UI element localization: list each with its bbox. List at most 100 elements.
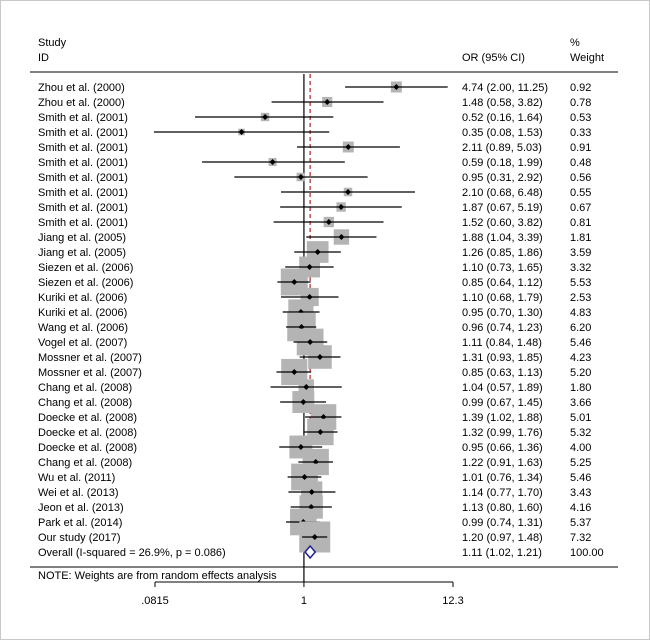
x-tick-label: .0815 xyxy=(141,595,169,607)
study-label: Siezen et al. (2006) xyxy=(38,262,133,274)
study-weight: 5.20 xyxy=(570,367,591,379)
point-estimate xyxy=(297,174,304,180)
study-weight: 5.37 xyxy=(570,517,591,529)
point-estimate xyxy=(308,504,315,510)
study-label: Zhou et al. (2000) xyxy=(38,97,125,109)
study-label: Chang et al. (2008) xyxy=(38,457,132,469)
study-label: Doecke et al. (2008) xyxy=(38,427,137,439)
study-label: Chang et al. (2008) xyxy=(38,382,132,394)
study-label: Mossner et al. (2007) xyxy=(38,352,142,364)
point-estimate xyxy=(238,129,245,135)
study-weight: 2.53 xyxy=(570,292,591,304)
point-estimate xyxy=(344,189,351,195)
study-ci: 1.39 (1.02, 1.88) xyxy=(462,412,543,424)
study-label: Smith et al. (2001) xyxy=(38,142,128,154)
study-ci: 1.87 (0.67, 5.19) xyxy=(462,202,543,214)
study-ci: 2.10 (0.68, 6.48) xyxy=(462,187,543,199)
study-ci: 0.95 (0.70, 1.30) xyxy=(462,307,543,319)
study-label: Smith et al. (2001) xyxy=(38,202,128,214)
study-weight: 4.23 xyxy=(570,352,591,364)
study-ci: 0.52 (0.16, 1.64) xyxy=(462,112,543,124)
study-ci: 4.74 (2.00, 11.25) xyxy=(462,82,548,94)
study-weight: 3.32 xyxy=(570,262,591,274)
study-label: Kuriki et al. (2006) xyxy=(38,307,127,319)
point-estimate xyxy=(297,444,304,450)
study-weight: 0.78 xyxy=(570,97,591,109)
study-label: Smith et al. (2001) xyxy=(38,112,128,124)
study-ci: 0.85 (0.64, 1.12) xyxy=(462,277,543,289)
x-tick-label: 1 xyxy=(301,595,307,607)
study-ci: 1.26 (0.85, 1.86) xyxy=(462,247,543,259)
point-estimate xyxy=(291,369,298,375)
study-label: Mossner et al. (2007) xyxy=(38,367,142,379)
point-estimate xyxy=(307,339,314,345)
overall-weight: 100.00 xyxy=(570,547,604,559)
study-ci: 1.48 (0.58, 3.82) xyxy=(462,97,543,109)
study-ci: 1.88 (1.04, 3.39) xyxy=(462,232,543,244)
point-estimate xyxy=(345,144,352,150)
overall-diamond xyxy=(304,544,317,560)
study-ci: 1.01 (0.76, 1.34) xyxy=(462,472,543,484)
study-ci: 1.31 (0.93, 1.85) xyxy=(462,352,543,364)
study-label: Doecke et al. (2008) xyxy=(38,442,137,454)
study-ci: 0.35 (0.08, 1.53) xyxy=(462,127,543,139)
study-weight: 3.43 xyxy=(570,487,591,499)
study-weight: 0.67 xyxy=(570,202,591,214)
point-estimate xyxy=(338,204,345,210)
note-text: NOTE: Weights are from random effects an… xyxy=(38,570,277,582)
study-weight: 5.46 xyxy=(570,337,591,349)
study-ci: 1.10 (0.73, 1.65) xyxy=(462,262,543,274)
header-or-ci: OR (95% CI) xyxy=(462,52,525,64)
point-estimate xyxy=(301,474,308,480)
study-weight: 4.00 xyxy=(570,442,591,454)
study-ci: 1.11 (0.84, 1.48) xyxy=(462,337,542,349)
header-weight: Weight xyxy=(570,52,604,64)
point-estimate xyxy=(308,489,315,495)
header-percent: % xyxy=(570,37,580,49)
study-weight: 0.48 xyxy=(570,157,591,169)
study-label: Kuriki et al. (2006) xyxy=(38,292,127,304)
study-label: Park et al. (2014) xyxy=(38,517,122,529)
point-estimate xyxy=(311,534,318,540)
point-estimate xyxy=(306,294,313,300)
point-estimate xyxy=(320,414,327,420)
study-ci: 0.59 (0.18, 1.99) xyxy=(462,157,543,169)
point-estimate xyxy=(291,279,298,285)
study-weight: 1.81 xyxy=(570,232,591,244)
point-estimate xyxy=(269,159,276,165)
study-label: Smith et al. (2001) xyxy=(38,157,128,169)
study-label: Jiang et al. (2005) xyxy=(38,247,126,259)
point-estimate xyxy=(262,114,269,120)
study-ci: 0.95 (0.66, 1.36) xyxy=(462,442,543,454)
point-estimate xyxy=(298,324,305,330)
header-study: Study xyxy=(38,37,67,49)
study-weight: 5.46 xyxy=(570,472,591,484)
point-estimate xyxy=(393,84,400,90)
study-weight: 4.83 xyxy=(570,307,591,319)
point-estimate xyxy=(306,264,313,270)
study-label: Smith et al. (2001) xyxy=(38,217,128,229)
point-estimate xyxy=(316,354,323,360)
x-tick-label: 12.3 xyxy=(442,595,463,607)
study-ci: 0.99 (0.74, 1.31) xyxy=(462,517,543,529)
study-label: Vogel et al. (2007) xyxy=(38,337,127,349)
study-weight: 0.33 xyxy=(570,127,591,139)
study-ci: 1.52 (0.60, 3.82) xyxy=(462,217,543,229)
study-ci: 1.32 (0.99, 1.76) xyxy=(462,427,543,439)
study-weight: 5.25 xyxy=(570,457,591,469)
overall-ci: 1.11 (1.02, 1.21) xyxy=(462,547,542,559)
study-weight: 0.91 xyxy=(570,142,591,154)
study-ci: 1.20 (0.97, 1.48) xyxy=(462,532,543,544)
study-label: Our study (2017) xyxy=(38,532,121,544)
study-label: Wu et al. (2011) xyxy=(38,472,115,484)
study-weight: 3.59 xyxy=(570,247,591,259)
study-label: Smith et al. (2001) xyxy=(38,187,128,199)
study-label: Siezen et al. (2006) xyxy=(38,277,133,289)
point-estimate xyxy=(300,399,307,405)
study-weight: 1.80 xyxy=(570,382,591,394)
study-label: Smith et al. (2001) xyxy=(38,172,128,184)
study-weight: 3.66 xyxy=(570,397,591,409)
study-ci: 0.96 (0.74, 1.23) xyxy=(462,322,543,334)
study-weight: 5.53 xyxy=(570,277,591,289)
